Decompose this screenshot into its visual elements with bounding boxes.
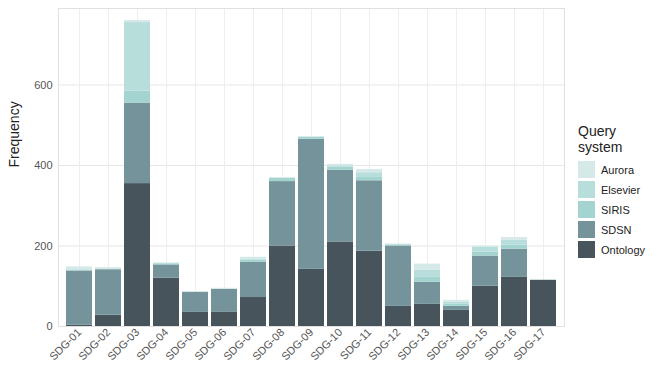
svg-text:Frequency: Frequency (6, 101, 22, 167)
svg-text:SDG-07: SDG-07 (220, 325, 258, 363)
html-text:Query system: Query system (578, 122, 623, 155)
svg-text:SDG-11: SDG-11 (337, 325, 374, 362)
svg-text:SDG-12: SDG-12 (365, 325, 403, 363)
svg-text:SDG-01: SDG-01 (46, 325, 84, 363)
html-text:Ontology: Ontology (601, 243, 645, 256)
svg-text:SDG-16: SDG-16 (481, 325, 519, 363)
svg-text:0: 0 (46, 320, 52, 332)
svg-text:SDG-09: SDG-09 (278, 325, 316, 363)
svg-text:SDG-10: SDG-10 (308, 326, 345, 363)
svg-text:SDG-17: SDG-17 (511, 326, 548, 363)
svg-text:SDG-14: SDG-14 (423, 325, 461, 363)
html-text:Elsevier: Elsevier (601, 183, 641, 196)
svg-text:SDG-13: SDG-13 (394, 325, 432, 363)
svg-text:SDG-02: SDG-02 (75, 325, 113, 363)
svg-text:SDG-06: SDG-06 (191, 325, 229, 363)
svg-text:SDG-04: SDG-04 (133, 325, 171, 363)
svg-text:200: 200 (34, 240, 52, 252)
svg-text:SDG-05: SDG-05 (162, 325, 200, 363)
html-text:SDSN: SDSN (601, 223, 632, 236)
html-text:SIRIS: SIRIS (601, 203, 630, 216)
svg-text:600: 600 (34, 79, 52, 91)
svg-text:400: 400 (34, 159, 52, 171)
svg-text:SDG-03: SDG-03 (104, 325, 142, 363)
svg-text:SDG-15: SDG-15 (452, 325, 490, 363)
svg-text:SDG-08: SDG-08 (249, 325, 287, 363)
html-text:Aurora: Aurora (601, 163, 634, 176)
